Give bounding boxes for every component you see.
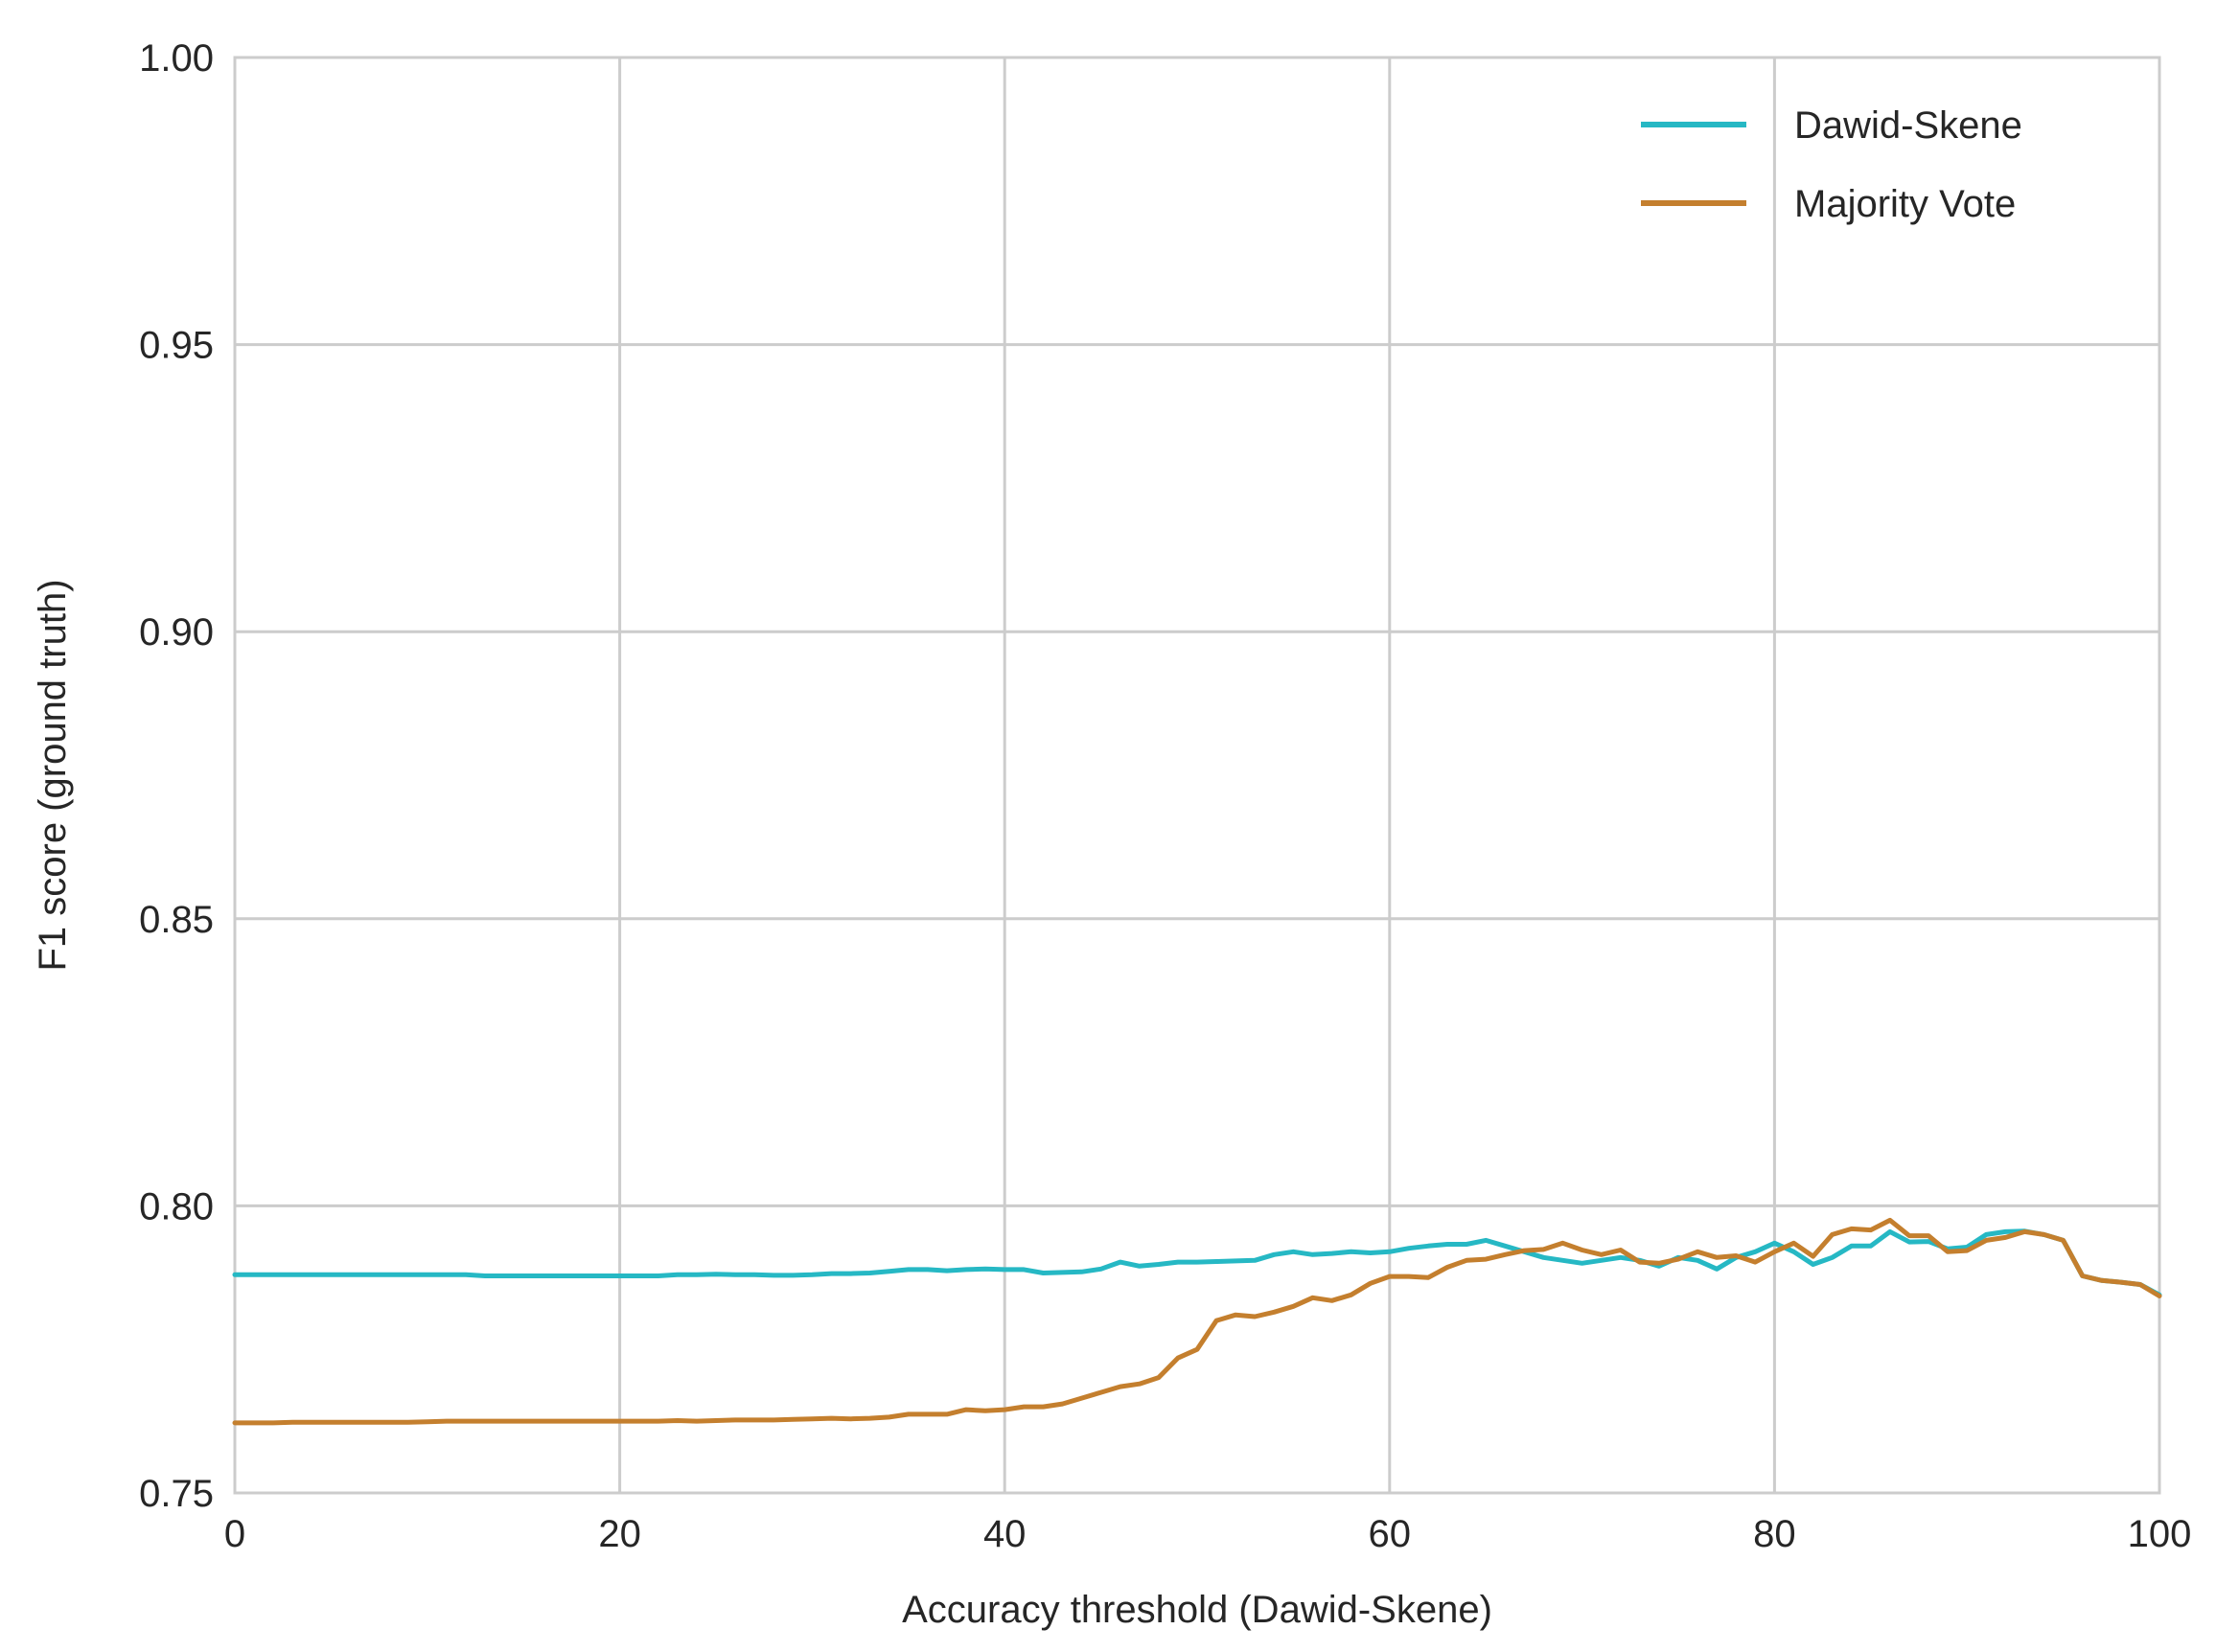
series-lines [232,1217,2162,1426]
x-axis-label: Accuracy threshold (Dawid-Skene) [902,1589,1492,1631]
y-tick-label: 0.85 [139,899,214,941]
x-tick-label: 0 [224,1513,245,1555]
y-tick-label: 0.90 [139,611,214,654]
legend: Dawid-Skene Majority Vote [1641,104,2022,225]
y-tick-label: 1.00 [139,37,214,80]
series-line-dawid-skene [232,1228,2162,1297]
x-tick-label: 100 [2128,1513,2192,1555]
tick-labels: 0 20 40 60 80 100 0.75 0.80 0.85 0.90 0.95 1.00 [139,37,2191,1555]
y-axis-label: F1 score (ground truth) [32,579,74,971]
legend-label-majority-vote: Majority Vote [1794,183,2016,225]
legend-label-dawid-skene: Dawid-Skene [1794,104,2022,147]
x-tick-label: 60 [1369,1513,1412,1555]
series-line-majority-vote [232,1217,2162,1426]
y-tick-label: 0.95 [139,325,214,367]
x-tick-label: 80 [1753,1513,1796,1555]
x-tick-label: 40 [983,1513,1027,1555]
y-tick-label: 0.80 [139,1185,214,1228]
plot-frame [233,56,2161,1495]
y-tick-label: 0.75 [139,1473,214,1515]
x-tick-label: 20 [598,1513,641,1555]
